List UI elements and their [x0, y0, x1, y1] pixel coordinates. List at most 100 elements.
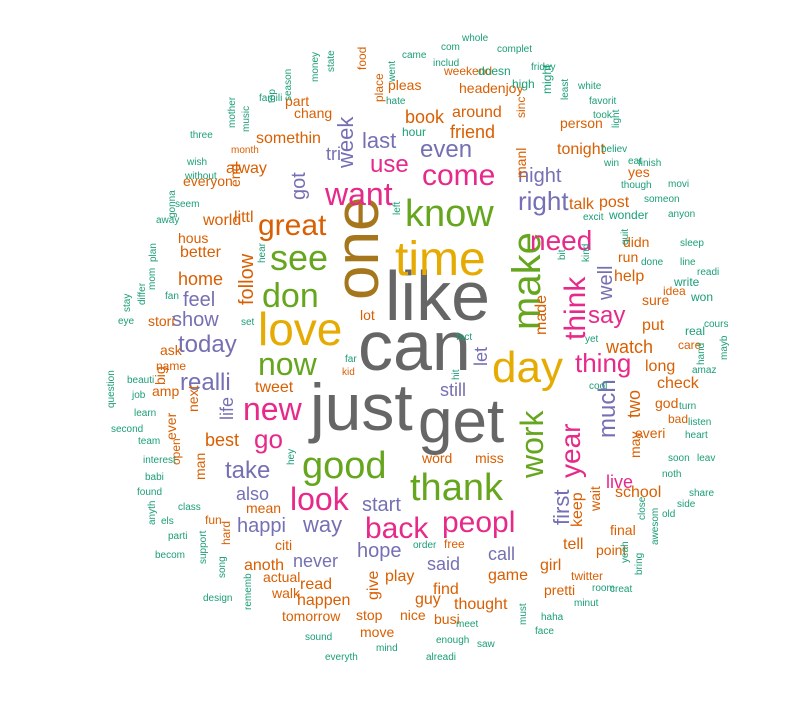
word-idea: idea [663, 284, 686, 298]
word-feel: feel [183, 289, 215, 311]
word-side: side [677, 499, 696, 510]
word-hand: hand [696, 343, 707, 365]
word-eye: eye [118, 316, 135, 327]
word-show: show [172, 309, 219, 331]
word-com: com [441, 42, 460, 53]
word-hour: hour [402, 125, 426, 139]
word-noth: noth [662, 469, 681, 480]
word-haha: haha [541, 612, 564, 623]
word-saw: saw [477, 639, 496, 650]
word-book: book [405, 107, 445, 127]
word-don: don [262, 277, 319, 315]
word-amp: amp [152, 383, 179, 399]
word-help: help [614, 268, 644, 285]
word-mind: mind [376, 643, 398, 654]
word-took: took [593, 110, 613, 121]
word-light: light [611, 109, 622, 128]
word-design: design [203, 593, 232, 604]
word-excit: excit [583, 212, 604, 223]
word-week: week [333, 116, 358, 169]
word-right: right [518, 186, 569, 216]
word-littl: littl [234, 209, 254, 226]
word-yet: yet [585, 334, 599, 345]
word-need: need [530, 225, 592, 256]
word-face: face [535, 626, 554, 637]
word-last: last [362, 128, 396, 153]
word-god: god [655, 395, 678, 411]
word-part: part [285, 93, 309, 109]
word-meet: meet [456, 619, 478, 630]
word-watch: watch [605, 337, 653, 357]
word-job: job [131, 390, 146, 401]
word-sound: sound [305, 632, 332, 643]
word-hous: hous [178, 230, 208, 246]
word-mayb: mayb [719, 335, 730, 360]
word-mean: mean [246, 500, 281, 516]
word-stop: stop [356, 607, 383, 623]
word-kind: kind [581, 244, 592, 262]
word-away: away [156, 215, 179, 226]
word-enough: enough [436, 635, 469, 646]
word-everyth: everyth [325, 652, 358, 663]
word-rememb: rememb [243, 573, 254, 610]
word-real: real [685, 324, 705, 338]
word-far: far [345, 354, 357, 365]
word-state: state [326, 50, 337, 72]
word-hard: hard [219, 521, 233, 545]
word-hate: hate [386, 96, 406, 107]
word-say: say [588, 302, 625, 329]
word-includ: includ [433, 58, 459, 69]
word-said: said [427, 554, 460, 574]
word-turn: turn [679, 401, 696, 412]
word-look: look [290, 481, 350, 517]
word-play: play [385, 568, 414, 585]
word-around: around [452, 104, 502, 121]
word-believ: believ [601, 144, 627, 155]
word-eat: eat [628, 156, 642, 167]
word-hear: hear [257, 242, 268, 263]
word-anyon: anyon [668, 209, 695, 220]
word-bring: bring [634, 553, 645, 575]
word-thank: thank [410, 467, 504, 509]
word-good: good [302, 445, 387, 487]
word-money: money [310, 52, 321, 82]
word-man: man [192, 453, 208, 480]
word-like: like [385, 257, 490, 335]
word-minut: minut [574, 598, 599, 609]
word-home: home [178, 269, 223, 289]
word-sure: sure [642, 292, 669, 308]
word-babi: babi [145, 472, 164, 483]
word-great: great [258, 209, 327, 242]
word-head: head [459, 80, 490, 96]
word-yeah: yeah [620, 541, 631, 563]
word-tweet: tweet [255, 379, 294, 396]
word-enjoy: enjoy [490, 80, 523, 96]
word-life: life [217, 397, 237, 420]
word-best: best [205, 430, 239, 450]
word-support: support [198, 530, 209, 564]
word-listen: listen [688, 417, 711, 428]
word-second: second [111, 424, 143, 435]
word-friday: friday [531, 62, 555, 73]
word-point: point [596, 542, 626, 558]
word-beauti: beauti [127, 375, 154, 386]
word-two: two [624, 390, 644, 418]
word-manl: manl [513, 148, 529, 178]
word-person: person [560, 115, 603, 131]
word-food: food [355, 47, 369, 70]
word-quit: quit [620, 229, 631, 245]
word-anoth: anoth [244, 557, 284, 574]
word-fan: fan [165, 291, 179, 302]
word-can: can [358, 307, 471, 385]
word-citi: citi [275, 537, 292, 553]
word-bit: bit [557, 249, 568, 260]
word-went: went [387, 61, 398, 83]
word-left: left [392, 201, 403, 215]
word-big: big [152, 366, 168, 385]
word-complet: complet [497, 44, 532, 55]
word-even: even [420, 136, 472, 163]
word-realli: realli [180, 369, 231, 396]
word-just: just [308, 370, 413, 444]
word-alreadi: alreadi [426, 652, 456, 663]
word-keep: keep [569, 492, 586, 527]
